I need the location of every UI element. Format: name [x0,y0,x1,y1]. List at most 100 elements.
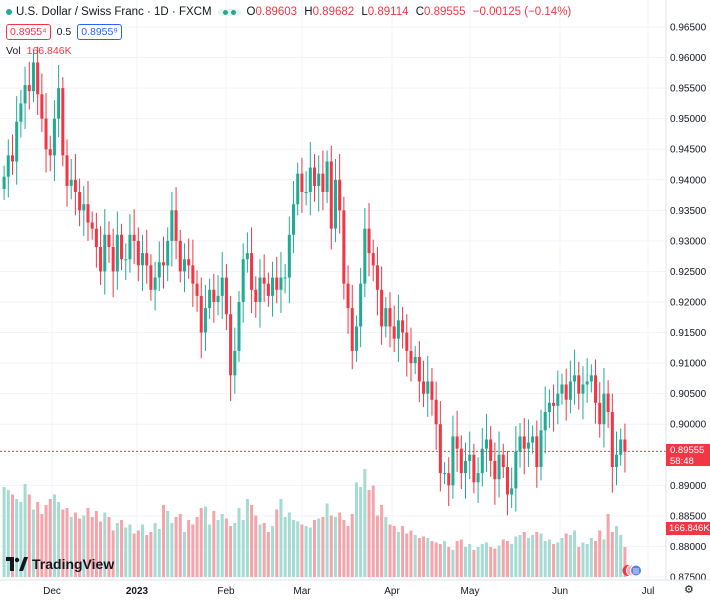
volume-bar [10,494,14,577]
sell-button[interactable]: 0.8955⁴ [6,24,51,40]
buy-button[interactable]: 0.8955⁹ [77,24,122,40]
volume-bar [195,517,199,577]
market-status-toggle[interactable] [217,8,241,16]
volume-bar [48,499,52,577]
candle-body [438,424,442,474]
candle-body [459,448,463,474]
volume-bar [90,517,94,577]
candle-body [61,88,65,156]
candle-body [468,454,472,461]
candle-body [501,454,505,467]
candle-body [73,179,77,192]
volume-bar [463,547,468,577]
candle-body [589,375,593,382]
candle-body [245,253,249,260]
y-tick-label: 0.93000 [670,236,707,247]
candle-body [203,308,207,333]
volume-bar [61,509,65,577]
candle-body [405,332,409,351]
volume-bar [573,530,577,577]
volume-bar [413,535,417,577]
candle-body [233,350,237,376]
candle-body [15,121,19,162]
x-tick-label: May [461,586,480,597]
spread-value: 0.5 [56,26,72,38]
tradingview-logo[interactable]: TradingView [6,556,114,572]
volume-bar [157,529,161,577]
volume-bar [120,520,124,577]
candle-body [623,439,627,452]
candle-body [522,436,526,449]
volume-bar [606,514,610,577]
time-axis[interactable]: Dec 2023 Feb Mar Apr May Jun Jul [0,579,710,597]
volume-bar [166,511,170,577]
volume-bar [367,490,371,577]
y-tick-label: 0.93500 [670,206,707,217]
volume-bar [115,523,119,577]
volume-tag: 166.846K [666,522,710,535]
candle-body [384,308,388,327]
candle-body [220,277,224,296]
volume-bar [216,520,220,577]
candle-body [510,488,514,495]
volume-bar [564,533,568,577]
settings-gear-icon[interactable]: ⚙ [684,584,694,596]
candle-body [86,204,90,223]
volume-bar [455,541,459,577]
candle-body [610,412,614,467]
candle-body [2,176,6,189]
candle-body [497,454,501,480]
candle-body [90,222,94,229]
volume-bar [203,506,207,577]
volume-bar [308,527,312,577]
candle-body [585,381,589,385]
volume-bar [422,536,426,577]
volume-bar [505,541,509,577]
volume-bar [531,535,535,577]
candle-body [161,262,166,266]
volume-bar [459,539,463,577]
volume-bar [124,527,128,577]
volume-bar [594,541,598,577]
volume-bar [480,544,484,577]
volume-bar [514,536,518,577]
candle-body [342,210,346,284]
y-tick-label: 0.90000 [670,420,707,431]
candle-body [31,62,35,92]
candle-body [258,277,262,302]
volume-bar [333,517,337,577]
candle-body [552,402,556,406]
candle-body [44,118,48,150]
volume-bar [178,514,182,577]
volume-bar [44,505,48,577]
candle-body [568,381,572,400]
volume-bar [241,520,245,577]
volume-bar [317,518,321,577]
candle-body [157,262,161,278]
volume-bar [577,547,581,577]
candle-body [375,265,379,290]
candle-body [241,259,245,302]
candle-body [606,393,610,412]
volume-bar [581,542,585,577]
volume-label: Vol [6,45,21,57]
candle-body [463,460,468,474]
volume-bar [208,524,212,577]
volume-bar [312,520,317,577]
events-flag-icon[interactable] [619,564,645,577]
candle-body [254,289,258,302]
candle-body [19,103,23,122]
volume-bar [526,538,530,577]
symbol-title[interactable]: U.S. Dollar / Swiss Franc · 1D · FXCM [16,6,212,18]
volume-bar [447,547,451,577]
candle-body [174,210,178,241]
price-axis[interactable]: 0.96500 0.96000 0.95500 0.95000 0.94500 0.940… [665,0,707,584]
candle-body [195,283,199,296]
volume-bar [501,539,505,577]
x-tick-label: Feb [217,586,235,597]
candle-body [371,253,375,266]
candle-body [489,439,493,461]
candle-body [317,173,321,186]
y-tick-label: 0.87500 [670,573,707,584]
